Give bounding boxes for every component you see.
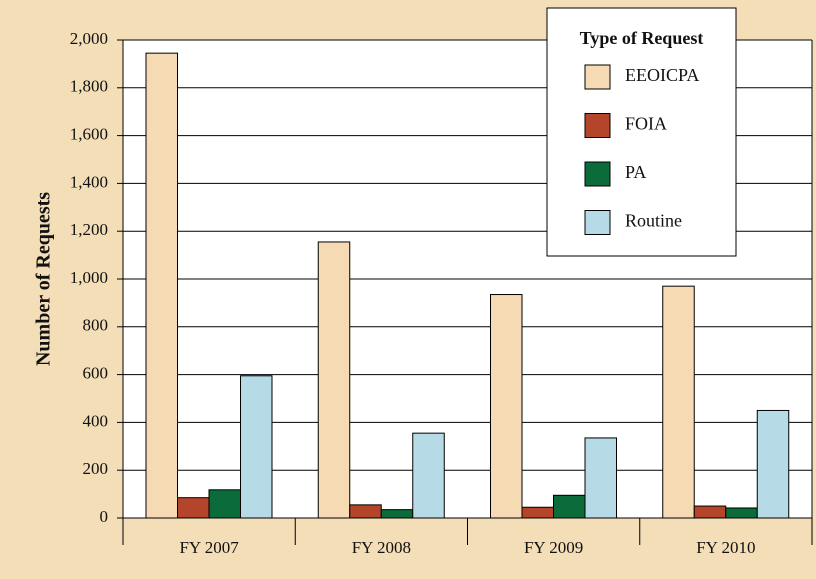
bar <box>317 241 351 519</box>
x-tick-label: FY 2010 <box>696 538 755 557</box>
x-tick-label: FY 2008 <box>352 538 411 557</box>
legend-swatch <box>584 210 611 235</box>
bar <box>553 494 586 519</box>
y-tick-label: 1,200 <box>70 220 108 239</box>
x-tick-label: FY 2009 <box>524 538 583 557</box>
bar <box>662 285 695 519</box>
y-tick-label: 2,000 <box>70 29 108 48</box>
legend-swatch <box>584 64 611 90</box>
bar <box>380 509 414 519</box>
bar <box>145 52 178 519</box>
y-tick-label: 1,000 <box>70 268 108 287</box>
bar <box>349 504 382 519</box>
bar <box>521 506 554 519</box>
legend-box <box>546 7 737 257</box>
y-tick-label: 800 <box>83 316 109 335</box>
legend-label: Routine <box>625 211 682 231</box>
y-tick-label: 200 <box>83 459 109 478</box>
bar <box>725 507 758 519</box>
x-tick-label: FY 2007 <box>179 538 239 557</box>
bar <box>584 437 617 519</box>
legend-label: PA <box>625 162 646 182</box>
legend-title: Type of Request <box>580 28 704 48</box>
y-tick-label: 0 <box>100 507 109 526</box>
bar <box>177 497 210 519</box>
y-axis-label: Number of Requests <box>33 192 55 366</box>
y-tick-label: 1,600 <box>70 125 108 144</box>
bar <box>756 409 790 519</box>
y-tick-label: 600 <box>83 364 109 383</box>
bar <box>490 294 523 519</box>
bar <box>412 432 445 519</box>
y-tick-label: 1,400 <box>70 172 108 191</box>
legend-label: EEOICPA <box>625 65 699 85</box>
bar <box>208 489 241 519</box>
bar <box>693 505 727 519</box>
bar <box>240 375 273 519</box>
y-tick-label: 1,800 <box>70 77 108 96</box>
legend-swatch <box>584 113 611 138</box>
legend-swatch <box>584 161 611 187</box>
y-tick-label: 400 <box>83 411 109 430</box>
legend-label: FOIA <box>625 114 667 134</box>
